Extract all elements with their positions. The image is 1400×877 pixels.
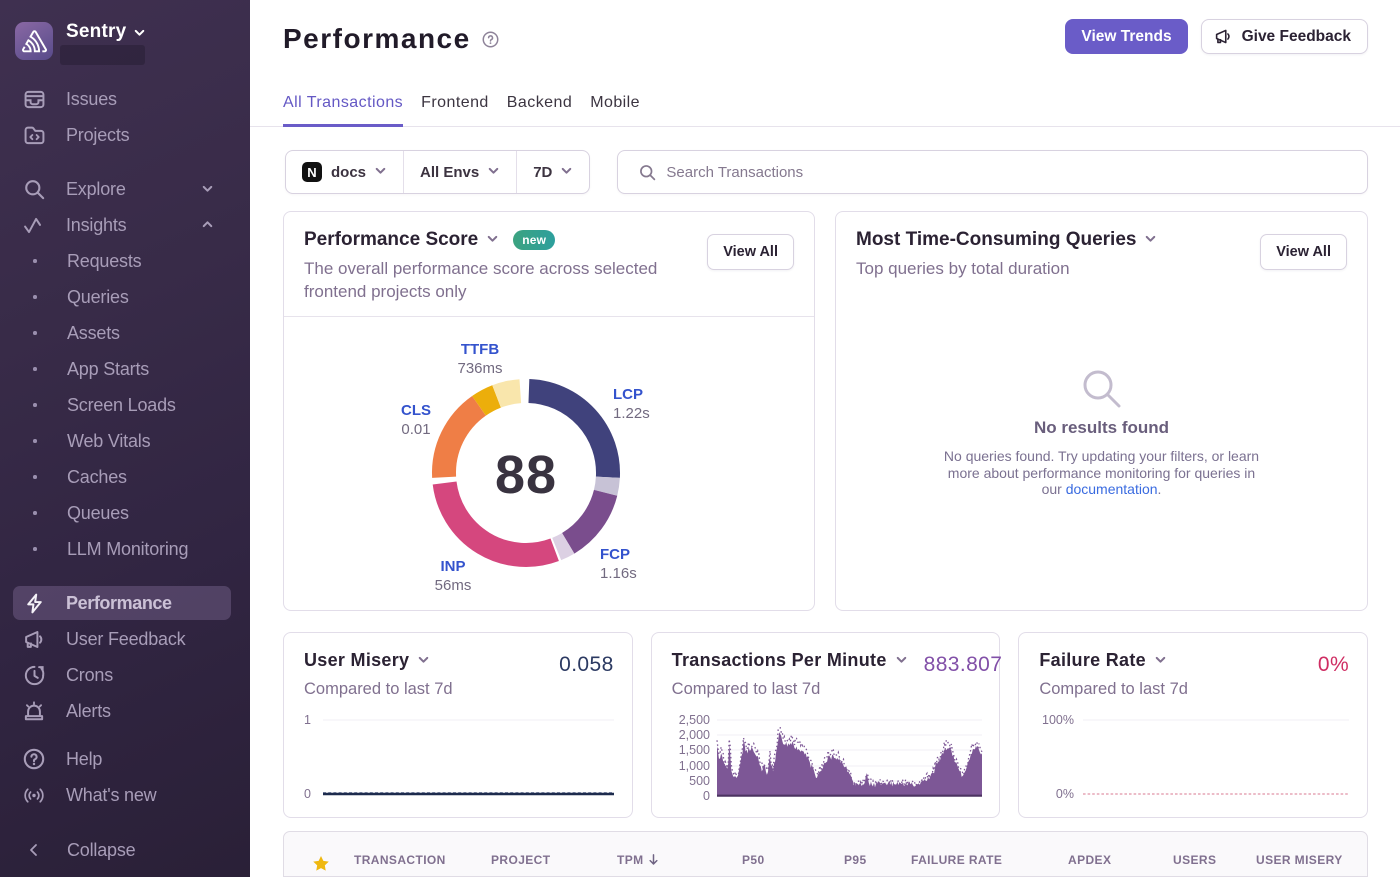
svg-text:1: 1 [304,713,311,727]
svg-text:1,000: 1,000 [678,759,709,773]
svg-text:1,500: 1,500 [678,743,709,757]
svg-text:2,500: 2,500 [678,713,709,727]
svg-text:500: 500 [689,774,710,788]
svg-text:0: 0 [703,789,710,803]
svg-text:0%: 0% [1056,787,1074,801]
svg-text:100%: 100% [1042,713,1074,727]
svg-text:2,000: 2,000 [678,728,709,742]
svg-text:0: 0 [304,787,311,801]
